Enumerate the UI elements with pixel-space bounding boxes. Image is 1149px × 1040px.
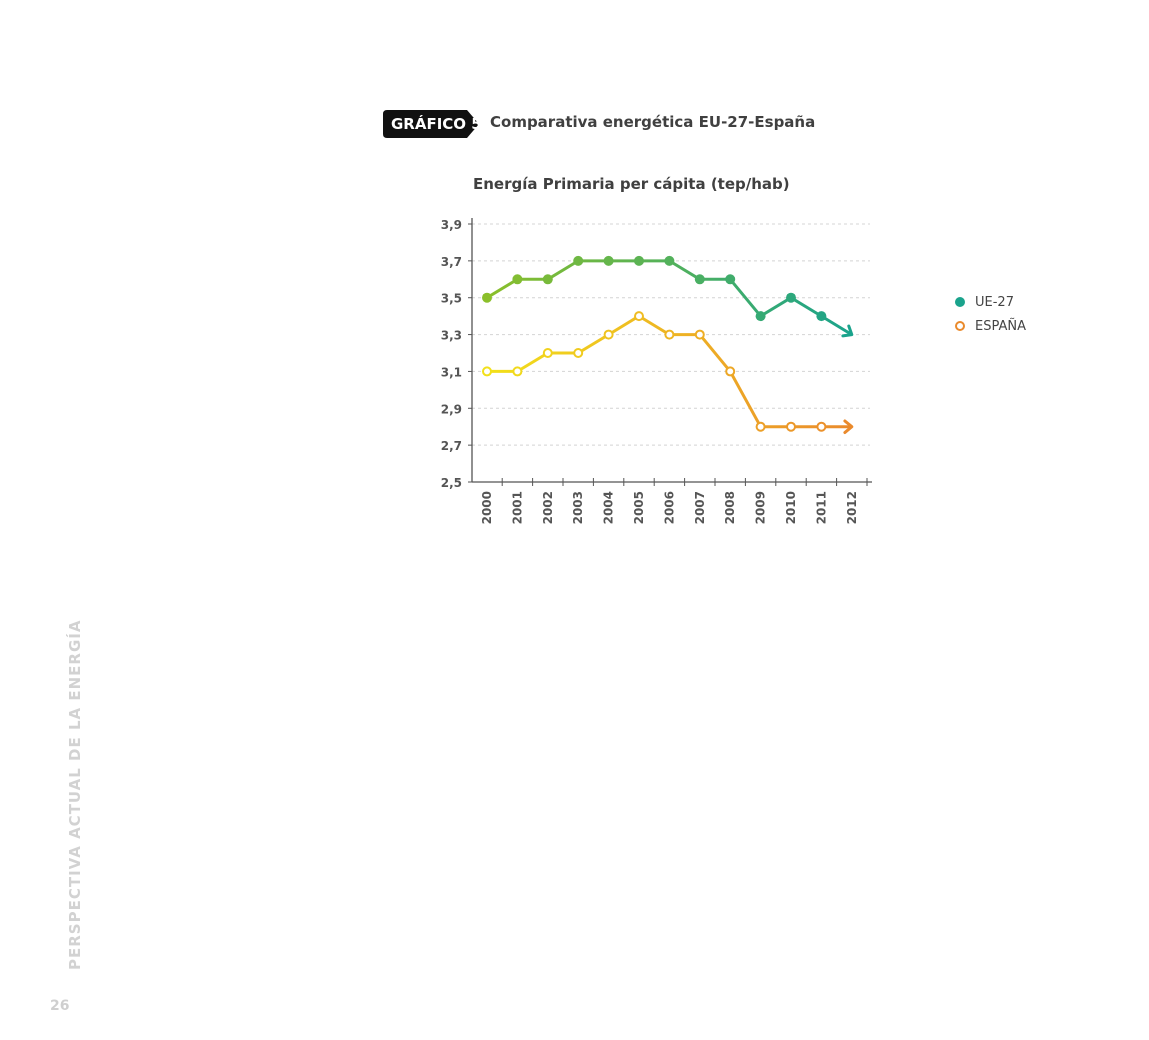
x-tick-label: 2003 [571, 491, 585, 524]
x-tick-label: 2002 [541, 491, 555, 524]
legend-item-espana: ESPAÑA [955, 314, 1026, 338]
y-tick-label: 3,5 [441, 292, 462, 306]
data-point [694, 274, 705, 285]
x-tick-label: 2004 [602, 491, 616, 524]
y-tick-label: 3,7 [441, 255, 462, 269]
data-point [725, 274, 736, 285]
series-arrow [841, 324, 854, 338]
data-point [755, 311, 766, 322]
data-point [482, 366, 492, 377]
legend-marker-espana [955, 321, 965, 331]
x-tick-label: 2007 [693, 491, 707, 524]
legend-item-ue27: UE-27 [955, 290, 1026, 314]
data-point [542, 274, 553, 285]
y-tick-label: 3,9 [441, 218, 462, 232]
data-point [786, 421, 796, 432]
x-tick-label: 2005 [632, 491, 646, 524]
data-point [816, 421, 827, 432]
chart-title: Energía Primaria per cápita (tep/hab) [473, 175, 790, 193]
y-tick-label: 2,7 [441, 439, 462, 453]
data-point [786, 292, 796, 303]
legend-label-espana: ESPAÑA [975, 318, 1026, 334]
x-tick-label: 2012 [845, 491, 859, 524]
data-point [542, 348, 553, 358]
x-tick-label: 2000 [480, 491, 494, 524]
data-point [573, 255, 584, 266]
data-point [816, 311, 827, 322]
data-point [603, 329, 614, 340]
page-number: 26 [50, 998, 70, 1014]
x-tick-label: 2001 [510, 491, 524, 524]
section-side-title: PERSPECTIVA ACTUAL DE LA ENERGÍA [66, 619, 84, 970]
data-point [694, 329, 705, 340]
data-point [664, 255, 675, 266]
legend-label-ue27: UE-27 [975, 294, 1014, 310]
data-point [664, 329, 675, 340]
data-point [512, 274, 523, 285]
data-point [482, 292, 492, 303]
y-tick-label: 3,3 [441, 329, 462, 343]
x-tick-label: 2006 [662, 491, 676, 524]
series-arrow [843, 419, 854, 434]
x-tick-label: 2010 [784, 491, 798, 524]
x-tick-label: 2008 [723, 491, 737, 524]
legend-marker-ue27 [955, 297, 965, 307]
data-point [573, 348, 584, 358]
data-point [512, 366, 523, 377]
data-point [755, 421, 766, 432]
y-tick-label: 2,9 [441, 402, 462, 416]
y-tick-label: 2,5 [441, 476, 462, 490]
figure-title: Comparativa energética EU-27-España [490, 113, 816, 131]
chart-legend: UE-27 ESPAÑA [955, 290, 1026, 338]
x-tick-label: 2009 [754, 491, 768, 524]
x-tick-label: 2011 [814, 491, 828, 524]
data-point [634, 255, 644, 266]
data-point [603, 255, 614, 266]
data-point [725, 366, 736, 377]
data-point [634, 311, 644, 322]
badge-shape [383, 110, 479, 138]
figure-badge: GRÁFICO 5 [383, 110, 483, 138]
badge-label: GRÁFICO 5 [391, 115, 482, 133]
y-tick-label: 3,1 [441, 365, 462, 379]
line-chart: 2,5 2,7 2,9 3,1 3,3 3,5 3,7 3,9 2000 2001 2002 2003… [441, 218, 872, 524]
